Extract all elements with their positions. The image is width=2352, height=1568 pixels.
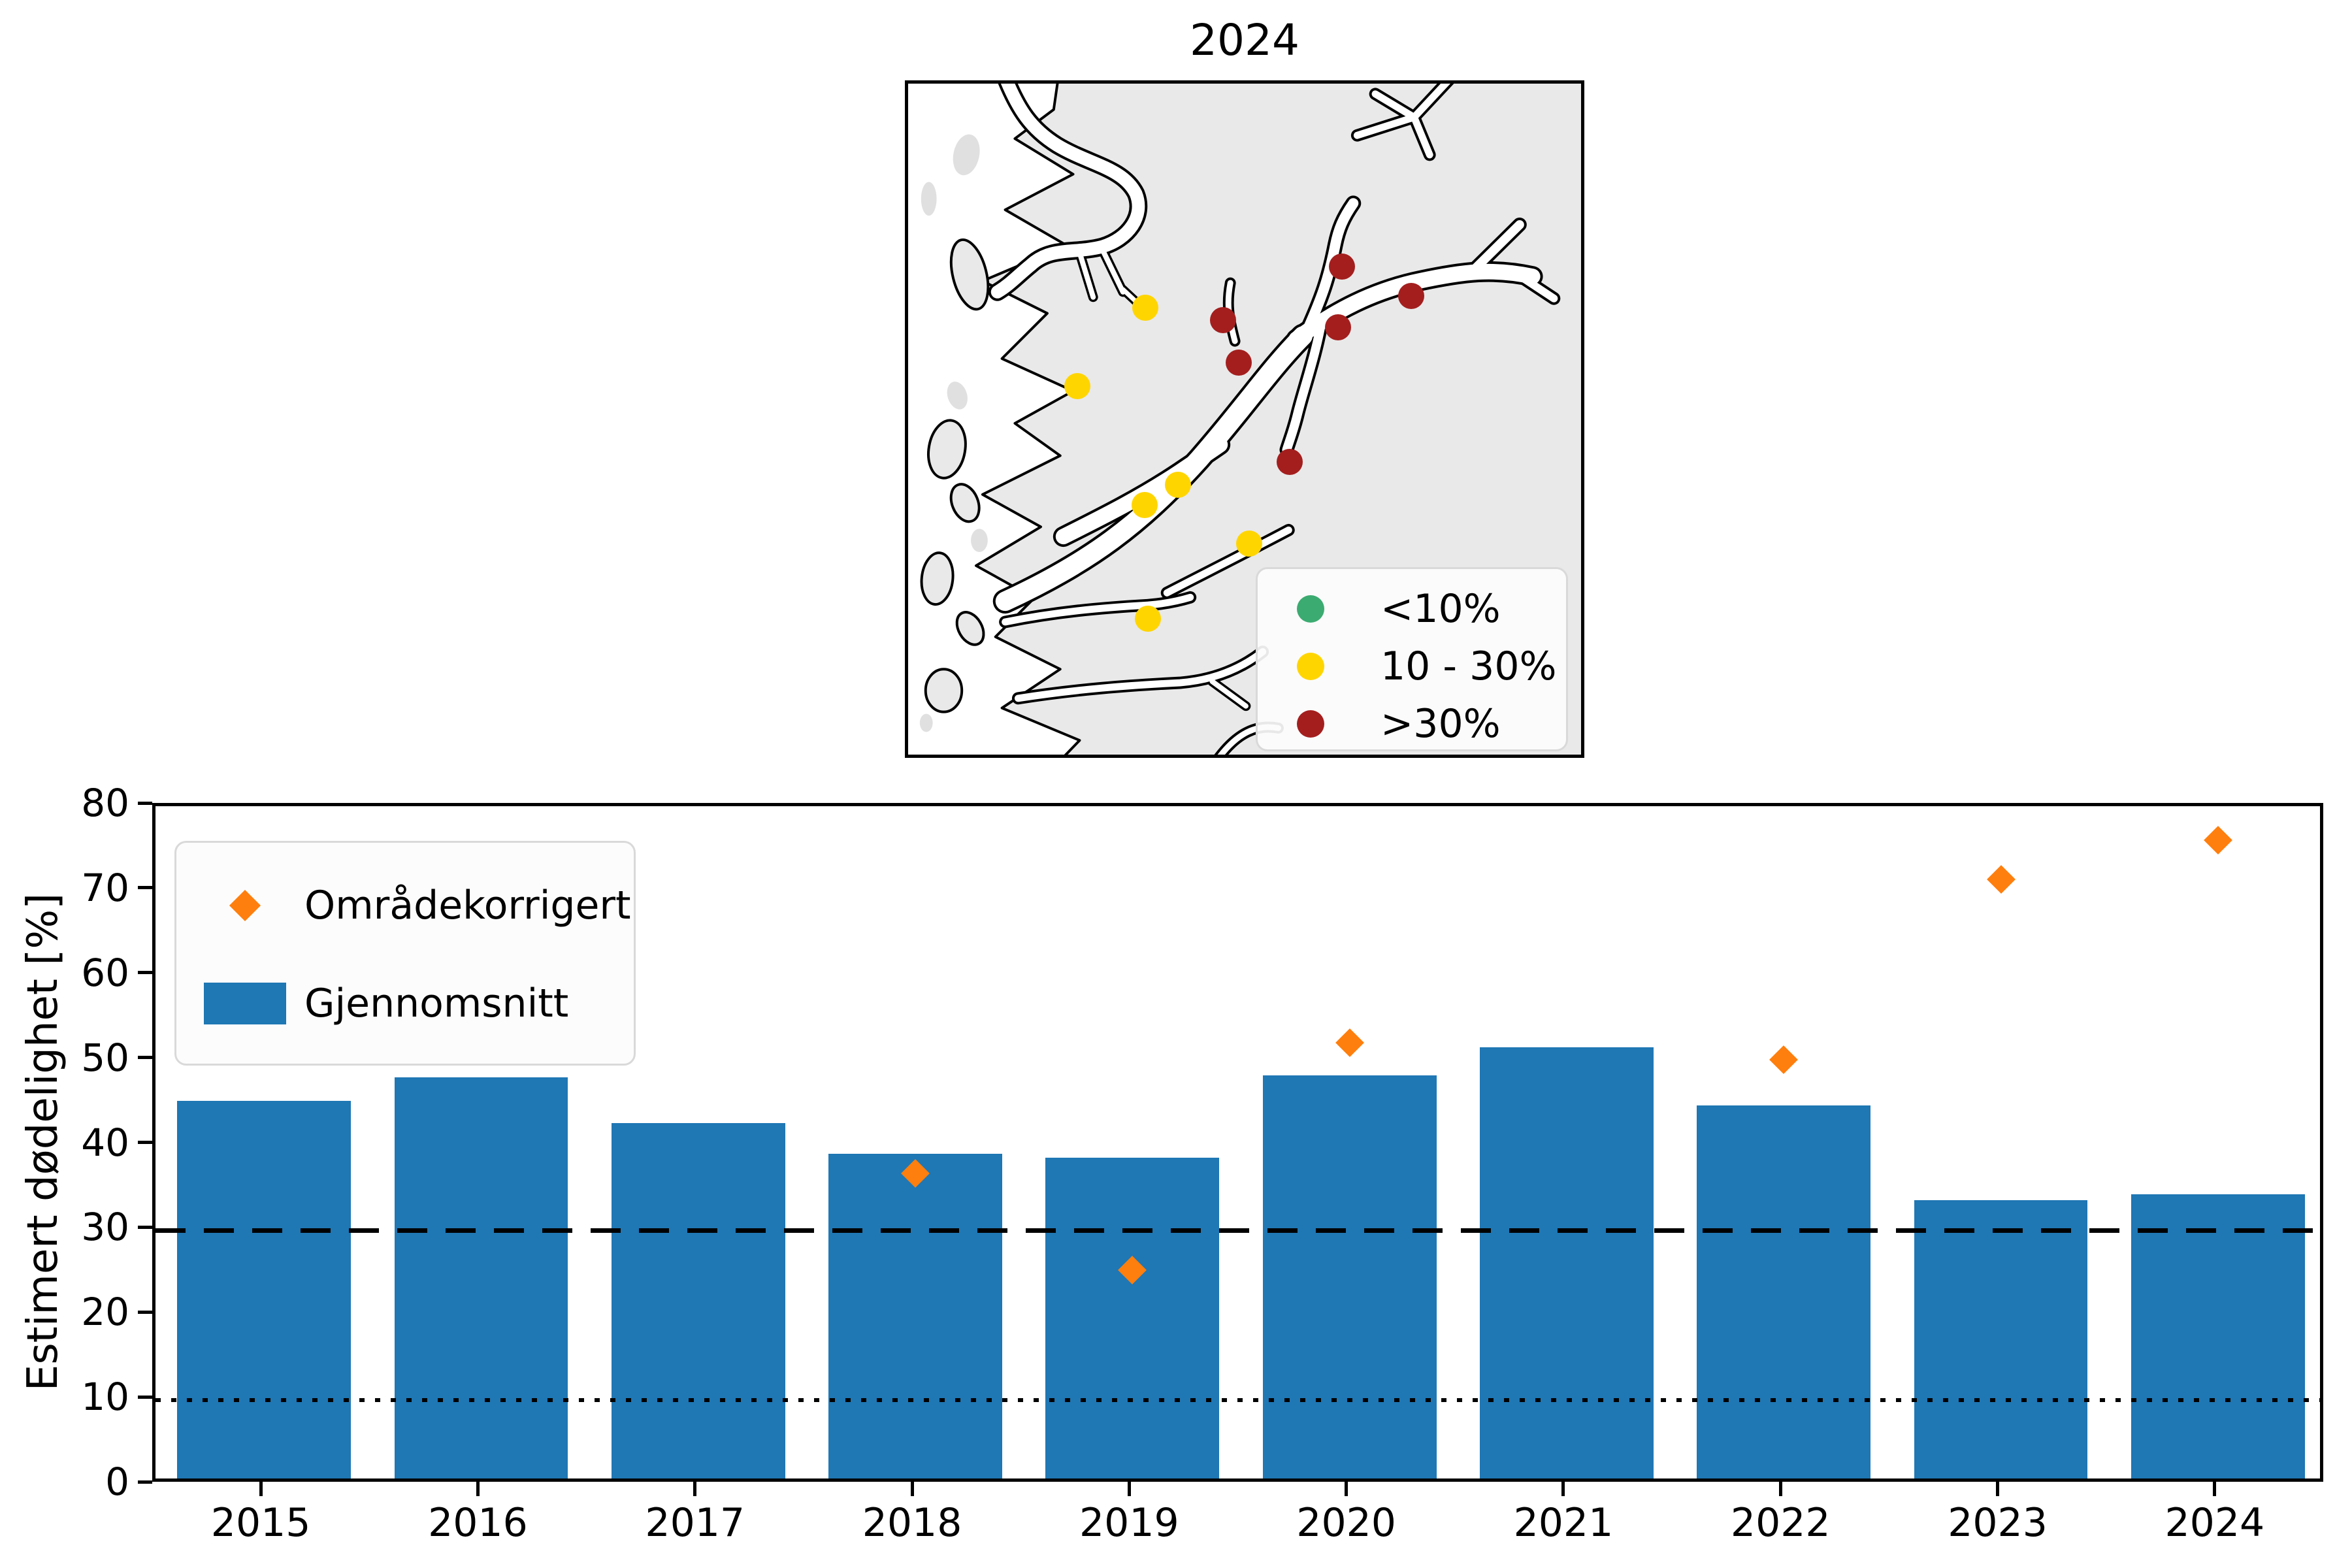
x-tick-label-2016: 2016 [428, 1500, 528, 1546]
x-tick-label-2018: 2018 [862, 1500, 962, 1546]
map-site-dot [1226, 350, 1252, 376]
diamond-2023 [1986, 864, 2016, 894]
x-tick-2017 [693, 1482, 697, 1496]
chart-legend: Områdekorrigert Gjennomsnitt [174, 841, 636, 1066]
map-title: 2024 [1190, 15, 1299, 65]
y-tick-label-20: 20 [81, 1290, 129, 1335]
bar-marker-zone [196, 955, 294, 1052]
bar-2022 [1697, 1105, 1871, 1478]
map-site-dot [1135, 606, 1162, 632]
x-tick-2018 [910, 1482, 914, 1496]
red-dot-icon [1297, 710, 1324, 738]
y-tick-0 [138, 1480, 152, 1484]
bar-legend-icon [204, 983, 286, 1024]
y-tick-label-70: 70 [81, 865, 129, 910]
y-tick-label-30: 30 [81, 1205, 129, 1250]
y-tick-30 [138, 1225, 152, 1229]
diamond-legend-icon [229, 889, 261, 922]
map-legend-row: 10 - 30% [1258, 636, 1566, 697]
bar-2020 [1262, 1075, 1437, 1478]
y-tick-label-50: 50 [81, 1035, 129, 1080]
legend-row-gjennomsnitt: Gjennomsnitt [176, 955, 634, 1052]
green-dot-icon [1297, 595, 1324, 623]
y-tick-50 [138, 1056, 152, 1060]
x-tick-2016 [476, 1482, 480, 1496]
x-tick-2021 [1561, 1482, 1565, 1496]
y-tick-label-40: 40 [81, 1120, 129, 1165]
y-tick-60 [138, 971, 152, 975]
bar-2021 [1480, 1047, 1654, 1478]
y-tick-label-60: 60 [81, 950, 129, 995]
reference-line-30 [155, 1228, 2320, 1233]
y-tick-20 [138, 1310, 152, 1314]
diamond-2020 [1335, 1028, 1364, 1058]
map-legend-row: >30% [1258, 693, 1566, 755]
map-legend: <10% 10 - 30% >30% [1256, 567, 1568, 751]
y-tick-80 [138, 801, 152, 805]
bar-2024 [2131, 1194, 2305, 1478]
map-legend-row: <10% [1258, 578, 1566, 640]
bar-2023 [1914, 1200, 2088, 1478]
map-legend-label: 10 - 30% [1380, 644, 1557, 689]
x-tick-label-2020: 2020 [1296, 1500, 1396, 1546]
x-tick-label-2024: 2024 [2164, 1500, 2265, 1546]
map-panel: <10% 10 - 30% >30% [905, 80, 1584, 758]
map-site-dot [1209, 306, 1236, 333]
x-tick-2020 [1345, 1482, 1348, 1496]
bar-2015 [177, 1101, 351, 1478]
map-site-dot [1328, 253, 1355, 280]
x-tick-label-2017: 2017 [645, 1500, 745, 1546]
x-tick-2022 [1778, 1482, 1782, 1496]
y-tick-10 [138, 1395, 152, 1399]
map-site-dot [1131, 492, 1158, 518]
y-tick-40 [138, 1141, 152, 1144]
y-tick-70 [138, 886, 152, 890]
bar-2017 [611, 1122, 785, 1478]
bar-2016 [394, 1077, 568, 1478]
legend-row-omradekorrigert: Områdekorrigert [176, 857, 634, 954]
y-tick-label-80: 80 [81, 781, 129, 825]
diamond-2022 [1769, 1045, 1799, 1075]
map-site-dot [1397, 282, 1424, 309]
x-tick-2015 [259, 1482, 263, 1496]
yellow-dot-icon [1297, 653, 1324, 680]
map-site-dot [1132, 295, 1158, 321]
map-site-dot [1064, 372, 1090, 399]
legend-label: Gjennomsnitt [304, 981, 569, 1026]
x-tick-2023 [1996, 1482, 2000, 1496]
map-site-dot [1277, 448, 1303, 475]
map-site-dot [1164, 471, 1191, 498]
y-tick-label-0: 0 [105, 1460, 129, 1504]
bar-2019 [1045, 1158, 1220, 1478]
diamond-marker-zone [196, 857, 294, 954]
x-tick-label-2021: 2021 [1513, 1500, 1614, 1546]
map-site-dot [1325, 314, 1352, 341]
x-tick-2024 [2213, 1482, 2217, 1496]
coastline-map [908, 84, 1581, 755]
legend-label: Områdekorrigert [304, 883, 631, 928]
x-tick-label-2023: 2023 [1948, 1500, 2048, 1546]
plot-area [152, 803, 2323, 1482]
x-tick-label-2019: 2019 [1079, 1500, 1179, 1546]
x-tick-label-2022: 2022 [1730, 1500, 1831, 1546]
y-tick-label-10: 10 [81, 1375, 129, 1420]
x-tick-2019 [1127, 1482, 1131, 1496]
map-site-dot [1236, 531, 1263, 557]
map-legend-label: <10% [1380, 586, 1501, 632]
x-tick-label-2015: 2015 [210, 1500, 311, 1546]
reference-line-10 [155, 1398, 2320, 1403]
diamond-2024 [2203, 826, 2232, 855]
map-legend-label: >30% [1380, 701, 1501, 747]
bar-2018 [828, 1153, 1002, 1478]
